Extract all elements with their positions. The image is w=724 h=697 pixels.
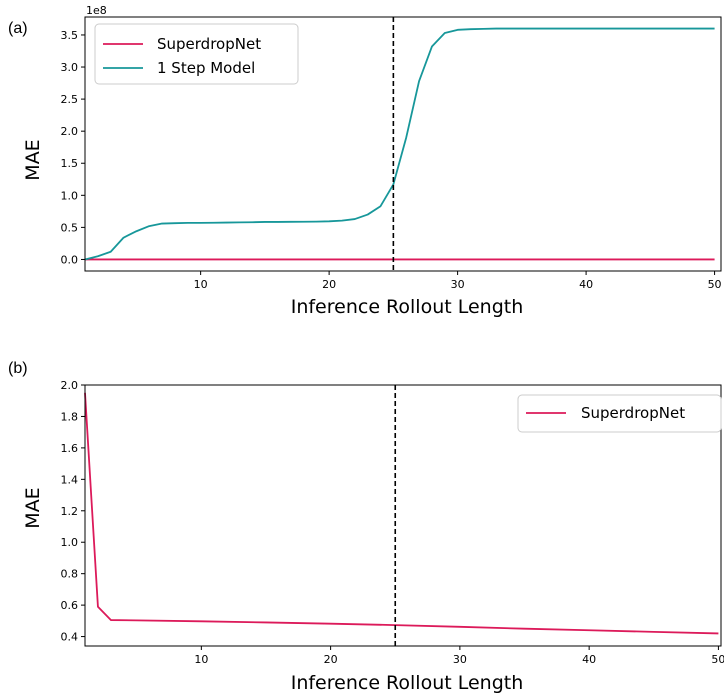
x-tick-label-b: 20 [324,653,338,666]
y-tick-label-a: 3.0 [61,61,79,74]
legend-box-b [517,394,722,433]
panel-label-a: (a) [8,20,28,37]
y-offset-label-a: 1e8 [86,4,107,17]
y-tick-label-a: 2.5 [61,93,79,106]
y-tick-label-a: 0.0 [61,253,79,266]
x-tick-label-a: 50 [708,278,722,291]
y-tick-label-b: 1.8 [61,410,79,423]
legend-label-superdropnet-a: SuperdropNet [157,35,261,53]
legend-b: SuperdropNet [517,394,722,433]
y-tick-label-a: 0.5 [61,221,79,234]
y-tick-label-b: 0.6 [61,599,79,612]
y-tick-label-a: 1.0 [61,189,79,202]
x-tick-label-a: 40 [579,278,593,291]
y-ticks-b: 0.4 0.6 0.8 1.0 1.2 1.4 1.6 1.8 2.0 [61,379,85,644]
plot-frame-a [84,16,722,272]
x-tick-label-b: 10 [194,653,208,666]
x-tick-label-a: 20 [322,278,336,291]
legend-label-superdropnet-b: SuperdropNet [581,404,685,422]
y-axis-label-a: MAE [22,139,44,180]
y-tick-label-b: 1.2 [61,505,79,518]
y-tick-label-b: 0.8 [61,568,79,581]
legend-label-1-step-model-a: 1 Step Model [157,59,255,77]
x-axis-label-b: Inference Rollout Length [291,672,524,694]
x-ticks-b: 10 20 30 40 50 [194,646,724,666]
x-axis-label-a: Inference Rollout Length [291,296,524,318]
x-tick-label-b: 40 [582,653,596,666]
x-tick-label-a: 30 [451,278,465,291]
y-tick-label-b: 2.0 [61,379,79,392]
y-tick-label-a: 1.5 [61,157,79,170]
y-tick-label-a: 3.5 [61,29,79,42]
series-lines-a [84,27,715,261]
y-tick-label-a: 2.0 [61,125,79,138]
panel-label-b: (b) [8,360,28,377]
series-line-1-step-model-a [84,27,715,261]
y-tick-label-b: 0.4 [61,631,79,644]
x-tick-label-a: 10 [194,278,208,291]
panel-b: (b) 0.4 0.6 0.8 1.0 1.2 1.4 1.6 1.8 2.0 10 20 30 40… [8,360,724,694]
x-tick-label-b: 50 [711,653,724,666]
y-tick-label-b: 1.4 [61,473,79,486]
y-axis-label-b: MAE [22,487,44,528]
y-tick-label-b: 1.6 [61,442,79,455]
series-line-superdropnet-b [84,392,719,635]
legend-box-a [94,23,299,85]
series-lines-b [84,392,719,635]
y-tick-label-b: 1.0 [61,536,79,549]
legend-a: SuperdropNet 1 Step Model [94,23,299,85]
y-ticks-a: 0.0 0.5 1.0 1.5 2.0 2.5 3.0 3.5 [61,29,85,266]
plot-frame-b [84,384,722,647]
x-tick-label-b: 30 [453,653,467,666]
panel-a: (a) 1e8 0.0 0.5 1.0 1.5 2.0 2.5 3.0 3.5 10 20 30 4… [8,4,722,318]
x-ticks-a: 10 20 30 40 50 [194,271,722,291]
